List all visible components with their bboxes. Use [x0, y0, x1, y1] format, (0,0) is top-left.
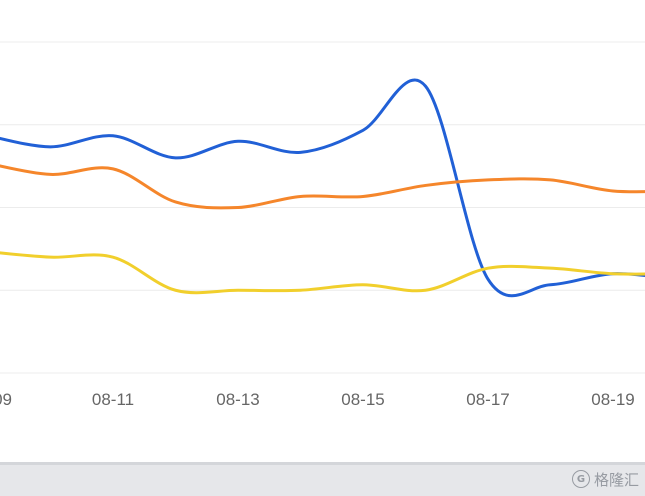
scrollbar-top-border: [0, 462, 645, 465]
x-tick-label: 08-17: [466, 390, 509, 409]
x-axis-ticks: 09 08-11 08-13 08-15 08-17 08-19: [0, 390, 635, 409]
x-tick-label: 09: [0, 390, 12, 409]
series-lines: [0, 78, 645, 298]
x-tick-label: 08-19: [591, 390, 634, 409]
x-tick-label: 08-11: [92, 390, 134, 409]
watermark: G 格隆汇: [571, 468, 639, 490]
x-tick-label: 08-15: [341, 390, 384, 409]
x-tick-label: 08-13: [216, 390, 259, 409]
bottom-scrollbar[interactable]: [0, 462, 645, 496]
watermark-text: 格隆汇: [593, 470, 639, 489]
series-line-3: [0, 251, 645, 295]
series-line-1: [0, 78, 645, 298]
line-chart: 09 08-11 08-13 08-15 08-17 08-19: [0, 41, 645, 409]
grid-lines: [0, 41, 645, 374]
watermark-logo-icon: G: [571, 470, 590, 488]
series-line-2: [0, 164, 645, 210]
